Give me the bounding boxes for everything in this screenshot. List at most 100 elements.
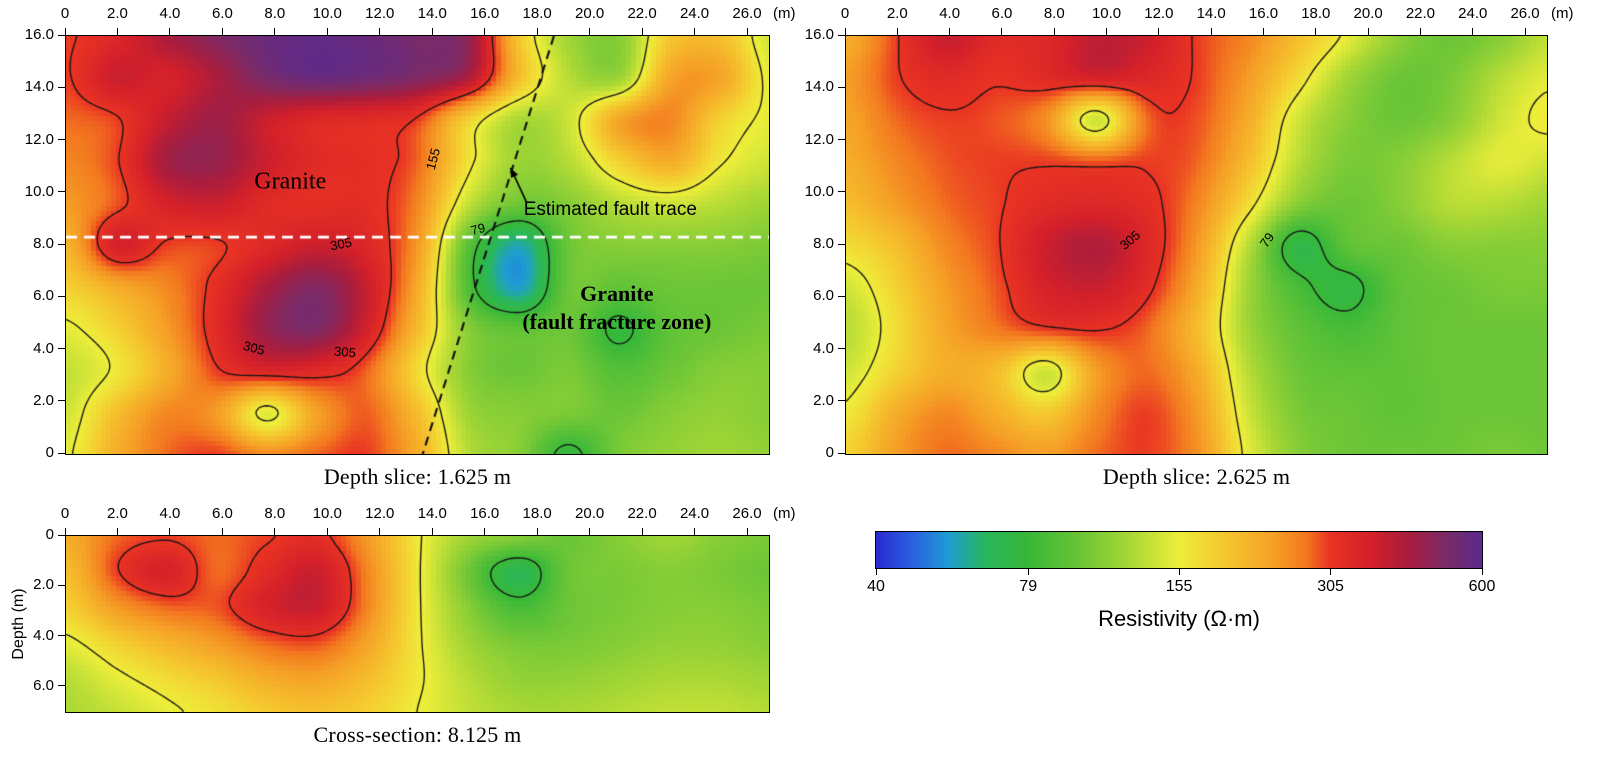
colorbar: 40 79 155 305 600 Resistivity (Ω·m)	[867, 531, 1495, 631]
panel-title: Depth slice: 2.625 m	[1102, 464, 1291, 489]
x-tick-mark	[1315, 28, 1317, 35]
x-tick-label: 16.0	[470, 505, 500, 522]
x-tick-mark	[949, 28, 951, 35]
x-tick-label: 4.0	[159, 505, 181, 522]
y-tick-label: 4.0	[813, 339, 834, 357]
x-tick-mark	[536, 528, 538, 535]
y-tick-mark	[58, 191, 65, 193]
y-tick-mark	[58, 139, 65, 140]
x-tick-mark	[694, 28, 696, 35]
y-tick-mark	[58, 635, 65, 637]
heatmap-canvas	[66, 536, 769, 712]
y-tick-label: 4.0	[33, 339, 54, 357]
x-tick-mark	[169, 28, 171, 35]
y-tick-label: 10.0	[24, 182, 54, 200]
y-tick-label: 6.0	[813, 287, 834, 305]
panel-title: Depth slice: 1.625 m	[323, 464, 512, 489]
y-tick-mark	[838, 139, 845, 140]
x-tick-label: 8.0	[1043, 5, 1065, 22]
x-tick-mark	[641, 528, 643, 535]
x-tick-mark	[326, 28, 328, 35]
y-tick-mark	[58, 86, 65, 88]
x-tick-mark	[116, 528, 118, 535]
y-tick-mark	[58, 348, 65, 349]
y-tick-label: 0	[45, 444, 54, 461]
x-tick-mark	[431, 528, 433, 535]
y-tick-label: 0	[45, 526, 54, 543]
x-tick-label: 6.0	[991, 5, 1013, 22]
x-tick-mark	[274, 28, 276, 35]
colorbar-tick-mark	[875, 568, 877, 575]
depth-axis-label: Depth (m)	[10, 588, 27, 660]
y-tick-mark	[838, 400, 845, 402]
x-tick-label: 18.0	[1301, 5, 1331, 22]
x-tick-label: 0	[840, 5, 850, 22]
x-tick-mark	[484, 28, 486, 35]
x-tick-label: 6.0	[211, 5, 233, 22]
colorbar-title: Resistivity (Ω·m)	[1098, 606, 1260, 631]
x-tick-label: 14.0	[417, 5, 447, 22]
x-tick-mark	[274, 528, 276, 535]
y-tick-mark	[58, 452, 65, 454]
x-tick-label: 12.0	[365, 5, 395, 22]
x-tick-label: 24.0	[679, 505, 710, 522]
colorbar-tick-mark	[1481, 568, 1483, 575]
y-tick-mark	[58, 534, 65, 536]
x-tick-mark	[1263, 28, 1264, 35]
y-tick-label: 8.0	[33, 235, 54, 252]
x-tick-mark	[431, 28, 433, 35]
x-tick-label: 18.0	[522, 5, 552, 22]
x-tick-label: 6.0	[211, 505, 233, 522]
x-tick-mark	[1053, 28, 1055, 35]
panel-cross-section-8125: 0 2.0 4.0 6.0 8.0 10.0 12.0 14.0 16.0 18.0 20.0 22.…	[10, 505, 796, 747]
y-tick-mark	[58, 243, 65, 245]
y-tick-label: 8.0	[813, 235, 834, 252]
colorbar-tick-label: 155	[1165, 578, 1193, 595]
y-tick-mark	[58, 34, 65, 36]
x-tick-label: 10.0	[1091, 5, 1122, 22]
x-tick-label: 10.0	[312, 5, 342, 22]
x-tick-mark	[536, 28, 538, 35]
colorbar-tick-label: 600	[1468, 578, 1496, 595]
plot-area: 155 79 305 305 305 Granite Granite (fault fract…	[65, 35, 770, 455]
x-axis-unit: (m)	[1551, 5, 1574, 22]
x-tick-label: 20.0	[575, 5, 605, 22]
x-tick-mark	[641, 28, 643, 35]
y-tick-label: 2.0	[33, 391, 54, 409]
colorbar-tick-mark	[1178, 568, 1180, 575]
panel-depth-slice-2625: 305 79 0 2.0 4.0 6.0 8.0 10.0 12.0 14.0 16.0 18.0 2…	[805, 5, 1574, 489]
heatmap-canvas	[846, 36, 1547, 454]
x-tick-label: 22.0	[627, 505, 657, 522]
x-tick-mark	[1158, 28, 1160, 35]
x-tick-label: 8.0	[264, 505, 286, 522]
x-tick-label: 4.0	[159, 5, 181, 22]
x-tick-label: 2.0	[886, 5, 908, 22]
x-axis-unit: (m)	[773, 5, 796, 22]
x-tick-label: 26.0	[1510, 5, 1540, 22]
x-tick-mark	[116, 28, 118, 35]
x-axis-unit: (m)	[773, 505, 796, 522]
x-tick-mark	[746, 28, 748, 35]
x-tick-mark	[64, 28, 66, 35]
y-tick-mark	[838, 34, 845, 36]
x-tick-mark	[379, 28, 381, 35]
x-tick-mark	[589, 528, 591, 535]
y-tick-mark	[58, 295, 65, 297]
y-tick-mark	[838, 243, 845, 245]
y-tick-label: 16.0	[24, 26, 54, 43]
x-tick-mark	[221, 28, 223, 35]
x-tick-label: 16.0	[470, 5, 500, 22]
x-tick-label: 0	[60, 505, 70, 522]
x-tick-mark	[484, 528, 486, 535]
y-tick-label: 6.0	[33, 676, 54, 694]
x-tick-label: 26.0	[732, 5, 762, 22]
heatmap-canvas	[66, 36, 769, 454]
y-tick-label: 6.0	[33, 287, 54, 305]
colorbar-tick-label: 305	[1317, 578, 1344, 595]
y-tick-mark	[838, 452, 845, 454]
panel-depth-slice-1625: 155 79 305 305 305 Granite Granite (fault fract…	[25, 5, 796, 489]
x-tick-label: 24.0	[679, 5, 710, 22]
x-tick-mark	[169, 528, 171, 535]
x-tick-mark	[326, 528, 328, 535]
y-tick-mark	[58, 584, 65, 586]
